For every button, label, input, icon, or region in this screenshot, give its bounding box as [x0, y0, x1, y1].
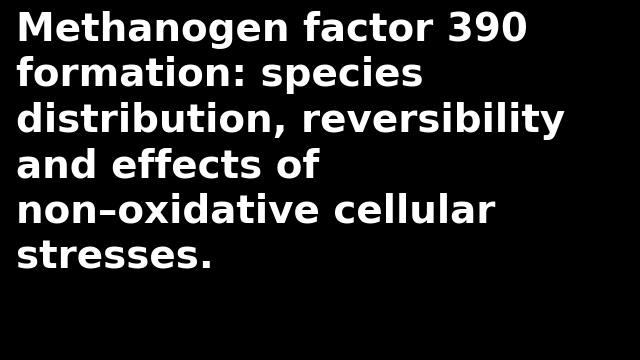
Text: Methanogen factor 390
formation: species
distribution, reversibility
and effects: Methanogen factor 390 formation: species… [16, 11, 565, 276]
